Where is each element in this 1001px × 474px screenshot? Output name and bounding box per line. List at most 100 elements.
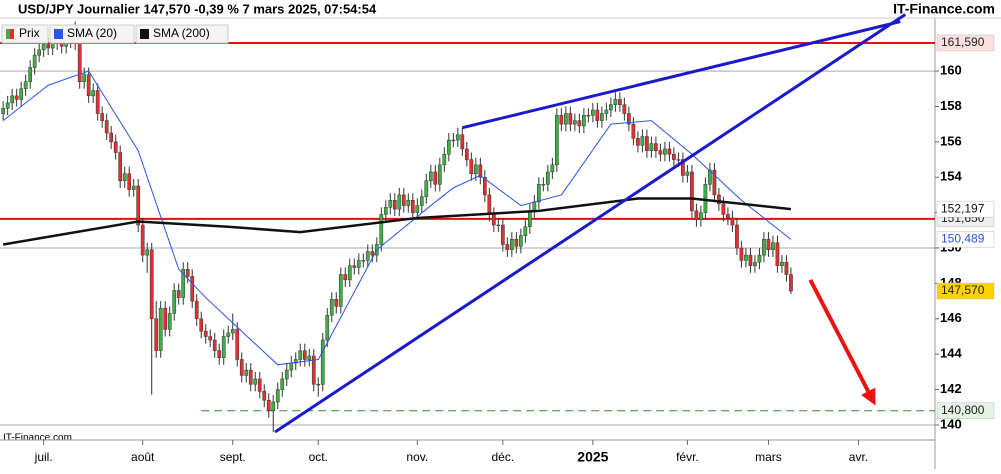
x-tick-label: juil.: [34, 450, 53, 464]
candle-body: [753, 261, 757, 266]
candle-body: [253, 378, 258, 385]
candle-body: [618, 99, 622, 105]
value-box-label: 152,197: [941, 201, 985, 215]
candle-body: [298, 350, 303, 360]
x-tick-label: déc.: [491, 450, 514, 464]
candle-body: [712, 169, 717, 196]
candle-body: [172, 290, 177, 314]
value-box-label: 140,800: [941, 403, 985, 417]
candle-body: [325, 315, 330, 341]
candles: [1, 21, 793, 433]
candle-body: [735, 224, 739, 249]
candle-body: [559, 115, 564, 125]
legend-item: [49, 24, 135, 44]
candle-body: [181, 269, 186, 298]
candle-body: [316, 384, 321, 386]
candle-body: [645, 136, 649, 151]
candle-body: [334, 299, 339, 307]
candle-body: [154, 318, 159, 351]
candle-body: [221, 336, 226, 358]
candle-body: [780, 261, 784, 266]
candle-body: [640, 136, 645, 146]
candle-body: [446, 139, 451, 155]
candle-body: [109, 132, 114, 143]
candle-body: [730, 217, 735, 226]
candle-body: [627, 113, 631, 125]
candle-body: [595, 109, 600, 121]
candle-body: [104, 120, 109, 134]
candle-body: [284, 369, 289, 380]
candle-body: [329, 299, 334, 316]
candle-body: [311, 355, 316, 385]
candle-body: [347, 265, 352, 281]
legend-item: [135, 24, 229, 44]
candle-body: [537, 184, 541, 203]
candle-body: [631, 123, 636, 139]
candle-body: [1, 107, 6, 114]
candle-body: [86, 74, 91, 97]
x-tick-label: nov.: [406, 450, 428, 464]
candle-body: [654, 143, 658, 151]
candle-body: [699, 212, 703, 220]
y-tick-label: 144: [940, 346, 962, 361]
candle-body: [762, 238, 766, 256]
candle-body: [41, 44, 46, 51]
candle-body: [118, 152, 123, 182]
candle-body: [320, 339, 325, 385]
value-box: [936, 282, 995, 300]
candle-body: [14, 95, 19, 100]
candle-body: [717, 194, 721, 205]
candle-body: [140, 224, 145, 256]
candle-body: [703, 184, 708, 213]
chart-title: USD/JPY Journalier 147,570 -0,39 % 7 mar…: [18, 1, 377, 16]
candle-body: [145, 249, 150, 256]
candle-body: [82, 74, 87, 82]
candle-body: [190, 276, 195, 302]
candle-body: [609, 104, 613, 111]
candle-body: [203, 330, 208, 337]
candle-body: [136, 185, 141, 226]
x-tick-label: 2025: [577, 449, 608, 465]
candle-body: [672, 153, 676, 160]
candle-body: [591, 109, 595, 116]
candle-body: [442, 153, 447, 166]
candle-body: [514, 238, 519, 247]
candle-body: [690, 171, 694, 212]
candle-body: [577, 120, 582, 127]
candle-body: [681, 159, 685, 176]
x-tick-label: mars: [755, 450, 782, 464]
candle-body: [500, 224, 505, 245]
candle-body: [77, 42, 82, 82]
candle-body: [149, 249, 154, 320]
candle-body: [518, 235, 523, 247]
x-tick-label: août: [131, 450, 155, 464]
brand: IT-Finance.com: [893, 1, 995, 17]
x-tick-label: févr.: [676, 450, 699, 464]
candle-body: [505, 244, 510, 251]
candle-body: [343, 274, 348, 281]
candle-body: [600, 113, 604, 121]
candle-body: [410, 199, 415, 213]
candle-body: [636, 138, 640, 146]
candle-body: [667, 148, 672, 155]
candle-body: [131, 185, 136, 190]
candle-body: [613, 99, 618, 105]
candle-body: [473, 164, 478, 174]
candle-body: [573, 120, 577, 125]
x-tick-label: oct.: [309, 450, 328, 464]
candle-body: [361, 260, 366, 262]
candle-body: [217, 350, 222, 358]
legend-icon: [10, 29, 14, 39]
candle-body: [739, 247, 744, 261]
candle-body: [784, 261, 789, 275]
value-box-label: 161,590: [941, 35, 985, 49]
y-tick-label: 154: [940, 169, 962, 184]
candle-body: [721, 203, 726, 215]
candle-body: [5, 102, 10, 109]
candle-body: [176, 290, 181, 298]
candle-body: [199, 318, 204, 332]
candle-body: [289, 362, 294, 371]
candle-body: [388, 199, 393, 208]
candle-body: [248, 369, 253, 385]
